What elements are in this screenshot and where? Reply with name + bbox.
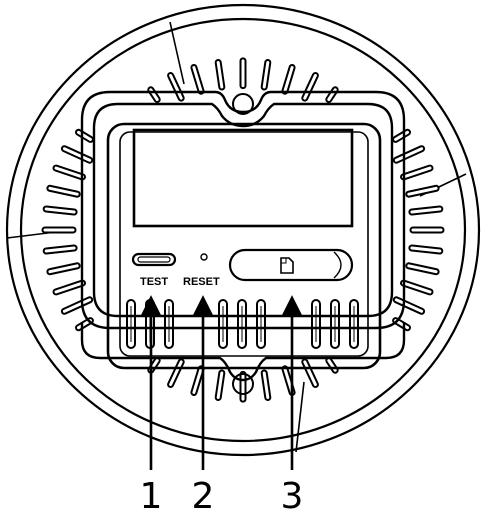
vent-slot-inner — [62, 147, 92, 162]
callout-leader-3 — [281, 295, 303, 470]
callout-number-1: 1 — [140, 476, 163, 517]
vent-rib — [218, 299, 228, 349]
vent-slot-inner — [44, 246, 76, 253]
vent-slot-inner — [262, 61, 270, 89]
vent-slot-inner — [407, 186, 438, 196]
display-window — [132, 128, 354, 228]
vent-rib — [256, 299, 266, 349]
vent-slot-inner — [410, 207, 442, 214]
vent-slot-inner — [54, 281, 84, 294]
vent-slot-inner — [48, 186, 79, 196]
vent-slot-inner — [262, 371, 270, 399]
vent-slot-inner — [216, 371, 224, 399]
vent-slot-inner — [216, 61, 224, 89]
vent-slot-inner — [77, 130, 92, 141]
body-vent-ribs — [126, 299, 359, 349]
vent-slot-inner — [283, 66, 294, 93]
vent-slot-inner — [394, 147, 424, 162]
outer-rim — [5, 3, 481, 457]
test-button[interactable] — [131, 252, 177, 267]
body-outer — [106, 122, 382, 370]
callout-number-2: 2 — [192, 476, 215, 517]
callout-leaders — [140, 295, 303, 470]
bottom-screw-hole — [232, 373, 254, 395]
vent-slot-inner — [303, 74, 317, 100]
callout-leader-2 — [192, 295, 214, 470]
vent-rib — [164, 299, 174, 349]
reset-label: RESET — [183, 276, 220, 288]
test-label: TEST — [140, 276, 168, 288]
vent-slot-inner — [402, 166, 432, 179]
main-body — [106, 122, 382, 370]
vent-slot-inner — [169, 360, 183, 386]
body-inner — [119, 131, 369, 357]
vent-slot-inner — [303, 360, 317, 386]
reset-pinhole[interactable] — [200, 253, 208, 261]
vent-slot-inner — [54, 166, 84, 179]
card-slot[interactable] — [228, 248, 354, 282]
top-screw-hole — [232, 93, 254, 115]
vent-slot-inner — [394, 298, 424, 313]
callout-leader-1 — [140, 295, 162, 470]
vent-rib — [330, 299, 340, 349]
vent-slot-inner — [394, 130, 409, 141]
vent-slot-inner — [410, 246, 442, 253]
outer-housing — [5, 3, 481, 457]
vent-slot-inner — [48, 264, 79, 274]
vent-rib — [126, 299, 136, 349]
screw-holes — [232, 93, 254, 395]
vent-rib — [349, 299, 359, 349]
inner-rim — [19, 17, 467, 443]
vent-rib — [311, 299, 321, 349]
vent-rib — [237, 299, 247, 349]
callout-number-3: 3 — [281, 476, 304, 517]
vent-slot-inner — [169, 74, 183, 100]
vent-slot-inner — [44, 207, 76, 214]
vent-slot-inner — [192, 66, 203, 93]
vent-slot-inner — [192, 367, 203, 394]
vent-slot-inner — [62, 298, 92, 313]
mounting-frame — [80, 90, 406, 382]
vent-slot-inner — [402, 281, 432, 294]
vent-slots — [41, 57, 445, 403]
sd-card-icon — [280, 257, 294, 274]
vent-slot-inner — [407, 264, 438, 274]
